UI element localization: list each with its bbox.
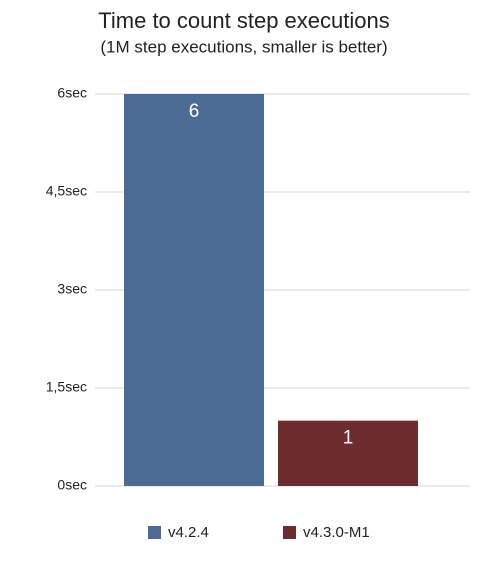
bar (124, 94, 264, 486)
data-label: 1 (343, 428, 354, 449)
chart-title: Time to count step executions (98, 8, 389, 33)
legend-swatch (148, 526, 161, 539)
chart-subtitle: (1M step executions, smaller is better) (100, 37, 387, 56)
legend-label: v4.3.0-M1 (303, 524, 370, 541)
y-tick-label: 0sec (57, 477, 87, 493)
bar (278, 420, 418, 486)
y-tick-label: 1,5sec (46, 379, 87, 395)
y-tick-label: 3sec (57, 281, 87, 297)
y-tick-label: 4,5sec (46, 183, 87, 199)
y-tick-label: 6sec (57, 85, 87, 101)
legend-label: v4.2.4 (168, 524, 209, 541)
data-label: 6 (189, 101, 200, 122)
legend-swatch (283, 526, 296, 539)
